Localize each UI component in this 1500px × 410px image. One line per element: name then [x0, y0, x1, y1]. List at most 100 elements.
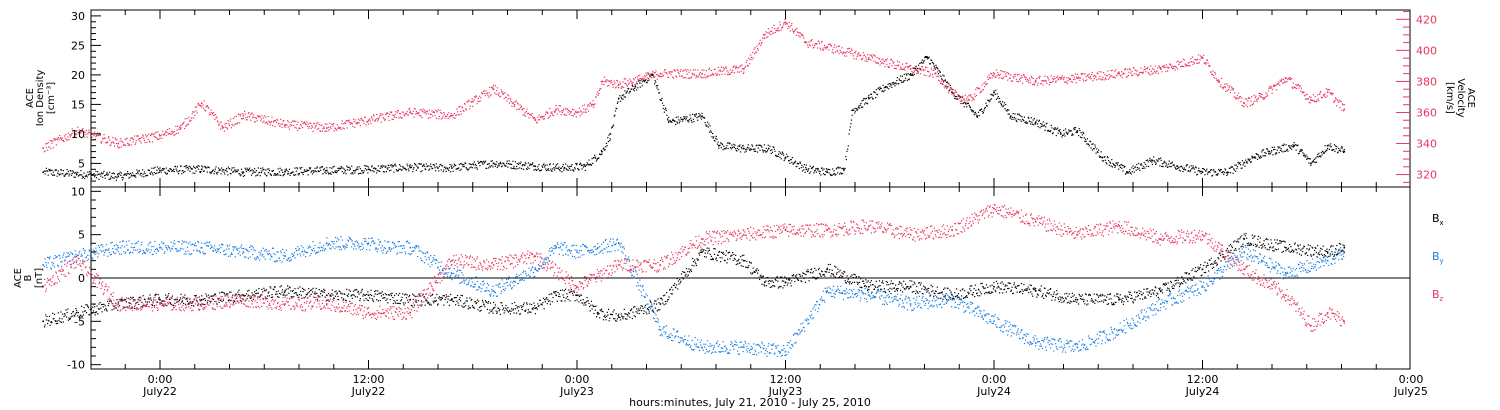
data-point	[1078, 135, 1080, 137]
data-point	[423, 165, 426, 167]
data-point	[1158, 158, 1160, 160]
data-point	[625, 83, 627, 85]
data-point	[936, 66, 938, 68]
data-point	[837, 51, 839, 53]
data-point	[519, 163, 521, 165]
data-point	[449, 164, 451, 166]
data-point	[95, 170, 97, 172]
data-point	[165, 297, 167, 299]
data-point	[682, 77, 684, 79]
data-point	[1131, 171, 1133, 173]
data-point	[769, 30, 771, 32]
data-point	[171, 297, 173, 299]
data-point	[457, 302, 459, 304]
data-point	[119, 171, 121, 173]
data-point	[328, 126, 330, 128]
data-point	[819, 43, 821, 45]
data-point	[408, 170, 410, 172]
data-point	[516, 163, 518, 165]
data-point	[938, 70, 940, 72]
data-point	[682, 118, 684, 121]
data-point	[155, 172, 157, 174]
data-point	[441, 117, 444, 119]
data-point	[240, 113, 242, 115]
data-point	[404, 167, 406, 170]
data-point	[315, 287, 317, 289]
data-point	[589, 164, 591, 166]
data-point	[286, 169, 288, 171]
data-point	[252, 172, 254, 174]
data-point	[1198, 167, 1200, 169]
data-point	[701, 115, 703, 117]
data-point	[751, 144, 753, 146]
data-point	[89, 132, 91, 134]
data-point	[977, 111, 980, 113]
data-point	[163, 300, 165, 302]
data-point	[207, 294, 210, 296]
data-point	[215, 166, 217, 168]
data-point	[989, 99, 991, 101]
data-point	[637, 87, 639, 89]
data-point	[380, 292, 382, 294]
data-point	[1090, 78, 1092, 80]
data-point	[1299, 85, 1301, 87]
data-point	[1119, 166, 1122, 168]
data-point	[1043, 124, 1045, 126]
data-point	[1317, 154, 1319, 156]
data-point	[525, 163, 527, 165]
data-point	[43, 170, 46, 172]
data-point	[898, 78, 900, 80]
data-point	[689, 114, 691, 116]
data-point	[417, 300, 419, 302]
data-point	[408, 108, 410, 110]
data-point	[133, 175, 136, 177]
data-point	[200, 298, 203, 301]
data-point	[1276, 83, 1278, 85]
data-point	[1131, 71, 1133, 73]
data-point	[47, 170, 49, 172]
data-point	[306, 169, 308, 171]
data-point	[333, 165, 335, 168]
data-point	[1142, 167, 1144, 169]
data-point	[619, 100, 622, 102]
data-point	[738, 71, 740, 73]
data-point	[1231, 87, 1233, 89]
data-point	[900, 80, 902, 82]
data-point	[1028, 117, 1030, 119]
data-point	[293, 124, 295, 127]
data-point	[417, 112, 419, 114]
data-point	[720, 70, 722, 72]
data-point	[733, 72, 735, 74]
data-point	[692, 74, 694, 76]
data-point	[140, 296, 142, 298]
data-point	[85, 134, 87, 136]
data-point	[558, 166, 560, 168]
data-point	[1117, 162, 1119, 164]
data-point	[503, 98, 505, 100]
data-point	[1013, 118, 1015, 120]
data-point	[565, 114, 567, 116]
data-point	[795, 34, 797, 36]
data-point	[484, 306, 486, 308]
data-point	[691, 121, 693, 123]
data-point	[1254, 156, 1256, 158]
data-point	[906, 79, 908, 81]
data-point	[741, 148, 743, 150]
data-point	[692, 113, 694, 115]
data-point	[992, 95, 994, 97]
data-point	[1167, 66, 1169, 68]
data-point	[55, 320, 57, 323]
data-point	[246, 298, 248, 300]
data-point	[344, 299, 346, 301]
data-point	[232, 171, 234, 173]
data-point	[1341, 109, 1343, 111]
data-point	[1043, 125, 1045, 127]
data-point	[355, 289, 357, 291]
data-point	[475, 95, 478, 97]
data-point	[571, 108, 574, 110]
data-point	[921, 59, 923, 61]
data-point	[413, 294, 415, 296]
data-point	[474, 97, 476, 99]
data-point	[583, 104, 585, 106]
data-point	[369, 297, 371, 299]
